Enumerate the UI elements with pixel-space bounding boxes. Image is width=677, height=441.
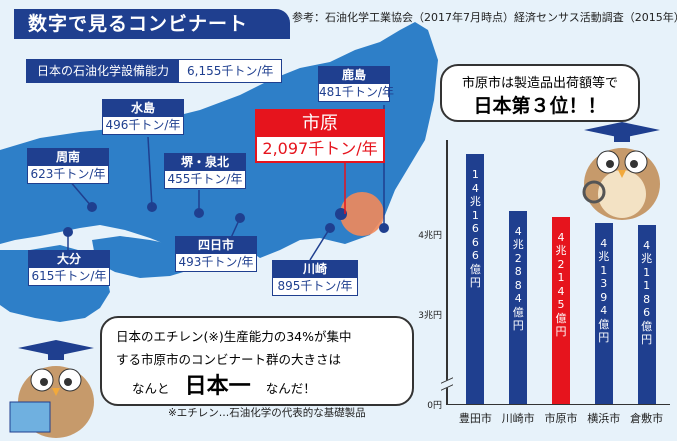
site-yokkaichi: 四日市 493千トン/年	[175, 236, 257, 272]
capacity-value: 6,155千トン/年	[179, 60, 282, 82]
x-tick-label: 市原市	[544, 412, 578, 425]
y-tick-label: 3兆円	[418, 311, 442, 321]
y-tick-label: 4兆円	[418, 231, 442, 241]
site-sakai-senboku: 堺・泉北 455千トン/年	[164, 153, 246, 189]
owl-reading-icon	[9, 340, 94, 438]
site-kashima: 鹿島 481千トン/年	[318, 66, 394, 102]
site-mizushima: 水島 496千トン/年	[102, 99, 184, 135]
capacity-box: 日本の石油化学設備能力 6,155千トン/年	[26, 59, 283, 83]
site-kawasaki: 川崎 895千トン/年	[272, 260, 358, 296]
y-tick-label: 0円	[427, 401, 442, 411]
site-oita: 大分 615千トン/年	[28, 250, 110, 286]
speech-bubble-right: 市原市は製造品出荷額等で 日本第３位！！	[440, 64, 640, 122]
page-title: 数字で見るコンビナート	[14, 9, 290, 39]
capacity-label: 日本の石油化学設備能力	[27, 60, 180, 82]
x-axis	[446, 404, 670, 405]
y-axis	[446, 140, 448, 404]
owl-professor-icon	[582, 122, 660, 220]
x-tick-label: 豊田市	[458, 412, 492, 425]
x-tick-label: 横浜市	[587, 412, 621, 425]
x-tick-label: 川崎市	[501, 412, 535, 425]
site-shunan: 周南 623千トン/年	[27, 148, 109, 184]
x-tick-label: 倉敷市	[630, 412, 664, 425]
source-note: 参考：石油化学工業協会（2017年7月時点）経済センサス活動調査（2015年）	[292, 11, 677, 24]
speech-bubble-left: 日本のエチレン(※)生産能力の34%が集中 する市原市のコンビナート群の大きさは…	[100, 316, 414, 406]
footnote: ※エチレン…石油化学の代表的な基礎製品	[168, 407, 366, 419]
site-ichihara: 市原 2,097千トン/年	[255, 109, 385, 163]
